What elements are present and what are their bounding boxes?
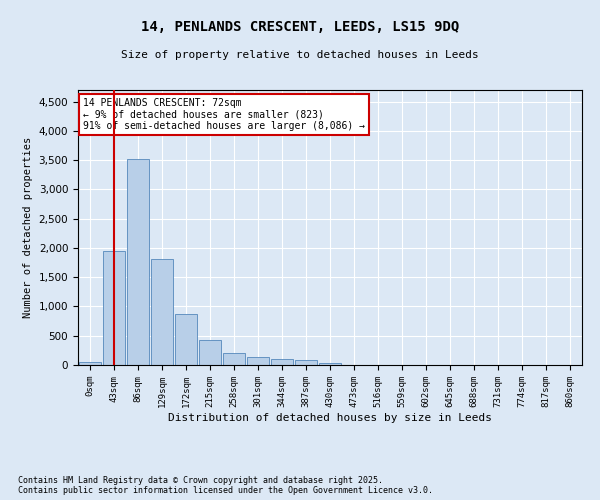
Bar — [271, 358, 293, 365]
Bar — [295, 360, 317, 365]
Bar — [319, 362, 341, 365]
Bar — [79, 362, 101, 365]
Bar — [127, 159, 149, 365]
Bar — [175, 314, 197, 365]
Bar — [151, 258, 173, 365]
Bar — [199, 340, 221, 365]
Bar — [223, 354, 245, 365]
Text: 14 PENLANDS CRESCENT: 72sqm
← 9% of detached houses are smaller (823)
91% of sem: 14 PENLANDS CRESCENT: 72sqm ← 9% of deta… — [83, 98, 365, 132]
Text: 14, PENLANDS CRESCENT, LEEDS, LS15 9DQ: 14, PENLANDS CRESCENT, LEEDS, LS15 9DQ — [141, 20, 459, 34]
Text: Contains HM Land Registry data © Crown copyright and database right 2025.
Contai: Contains HM Land Registry data © Crown c… — [18, 476, 433, 495]
Y-axis label: Number of detached properties: Number of detached properties — [23, 137, 33, 318]
Text: Size of property relative to detached houses in Leeds: Size of property relative to detached ho… — [121, 50, 479, 60]
X-axis label: Distribution of detached houses by size in Leeds: Distribution of detached houses by size … — [168, 412, 492, 422]
Bar — [247, 358, 269, 365]
Bar — [103, 251, 125, 365]
